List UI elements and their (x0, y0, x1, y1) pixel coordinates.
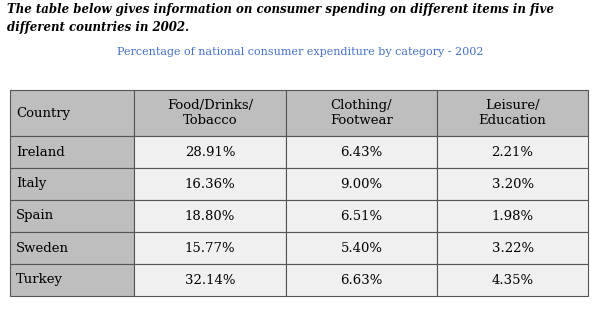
Text: Food/Drinks/
Tobacco: Food/Drinks/ Tobacco (167, 98, 253, 127)
Bar (10, 264, 134, 296)
Bar (10, 168, 134, 200)
Bar (286, 264, 437, 296)
Text: Sweden: Sweden (16, 241, 69, 254)
Bar (10, 90, 134, 136)
Bar (134, 90, 286, 136)
Text: 1.98%: 1.98% (491, 210, 533, 223)
Bar (134, 168, 286, 200)
Text: 28.91%: 28.91% (185, 146, 235, 159)
Bar (286, 168, 437, 200)
Bar (437, 136, 588, 168)
Bar (286, 136, 437, 168)
Text: 6.63%: 6.63% (340, 274, 383, 287)
Bar (286, 200, 437, 232)
Bar (286, 232, 437, 264)
Text: Turkey: Turkey (16, 274, 63, 287)
Bar (437, 90, 588, 136)
Bar (10, 136, 134, 168)
Text: 2.21%: 2.21% (491, 146, 533, 159)
Bar (286, 90, 437, 136)
Text: Percentage of national consumer expenditure by category - 2002: Percentage of national consumer expendit… (117, 47, 483, 57)
Text: 9.00%: 9.00% (340, 177, 382, 190)
Bar (134, 136, 286, 168)
Bar (437, 232, 588, 264)
Text: 6.51%: 6.51% (340, 210, 382, 223)
Text: 4.35%: 4.35% (491, 274, 533, 287)
Text: 15.77%: 15.77% (185, 241, 235, 254)
Text: 32.14%: 32.14% (185, 274, 235, 287)
Bar (437, 200, 588, 232)
Text: Italy: Italy (16, 177, 46, 190)
Text: 3.20%: 3.20% (491, 177, 533, 190)
Bar (134, 200, 286, 232)
Bar (437, 264, 588, 296)
Bar (134, 264, 286, 296)
Text: 6.43%: 6.43% (340, 146, 383, 159)
Text: 18.80%: 18.80% (185, 210, 235, 223)
Text: 16.36%: 16.36% (185, 177, 235, 190)
Text: Country: Country (16, 107, 70, 120)
Text: Spain: Spain (16, 210, 54, 223)
Bar (10, 200, 134, 232)
Bar (10, 232, 134, 264)
Text: 5.40%: 5.40% (340, 241, 382, 254)
Text: Leisure/
Education: Leisure/ Education (479, 98, 547, 127)
Bar (134, 232, 286, 264)
Text: The table below gives information on consumer spending on different items in fiv: The table below gives information on con… (7, 3, 554, 34)
Text: Ireland: Ireland (16, 146, 65, 159)
Text: 3.22%: 3.22% (491, 241, 533, 254)
Text: Clothing/
Footwear: Clothing/ Footwear (330, 98, 393, 127)
Bar (437, 168, 588, 200)
